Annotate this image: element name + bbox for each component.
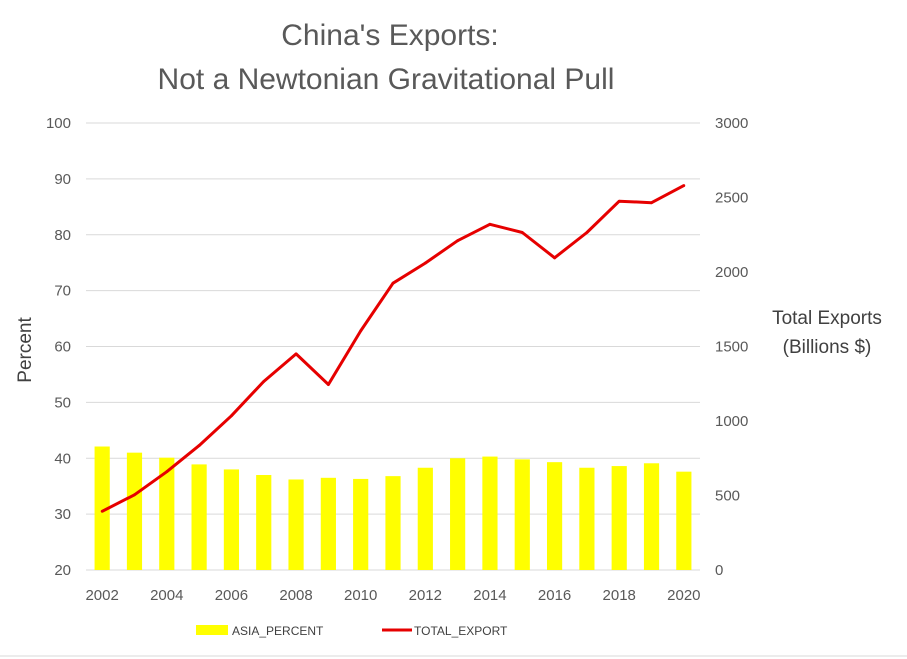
y-tick-label: 50 — [54, 394, 71, 411]
line-point-2015 — [520, 231, 524, 234]
bar-2016 — [546, 462, 563, 570]
x-tick-label: 2018 — [603, 587, 636, 604]
y-tick-label: 70 — [54, 283, 71, 300]
y-axis-right-ticks: 0 500 1000 1500 2000 2500 3000 — [715, 115, 748, 579]
legend: ASIA_PERCENT TOTAL_EXPORT — [196, 624, 508, 638]
legend-swatch-asia-percent — [196, 625, 228, 635]
legend-label-asia-percent: ASIA_PERCENT — [232, 624, 324, 638]
x-tick-label: 2002 — [85, 587, 118, 604]
line-point-2010 — [359, 329, 363, 333]
bar-2012 — [417, 467, 433, 570]
line-point-2004 — [165, 470, 169, 474]
legend-label-total-export: TOTAL_EXPORT — [414, 624, 508, 638]
x-tick-label: 2010 — [344, 587, 377, 604]
gridlines — [86, 122, 700, 571]
line-point-2018 — [617, 199, 621, 203]
y2-tick-label: 1500 — [715, 339, 748, 356]
y2-tick-label: 1000 — [715, 413, 748, 430]
line-point-2019 — [650, 201, 653, 205]
x-tick-label: 2020 — [667, 587, 700, 604]
bar-2018 — [611, 466, 627, 570]
bar-2009 — [320, 477, 336, 570]
y2-tick-label: 500 — [715, 488, 740, 505]
bar-2020 — [676, 471, 692, 570]
y-axis-left-ticks: 20 30 40 50 60 70 80 90 100 — [46, 115, 71, 579]
bar-2011 — [385, 476, 401, 570]
line-point-2008 — [294, 352, 298, 356]
line-point-2013 — [456, 239, 460, 243]
line-point-2009 — [326, 383, 330, 386]
y-tick-label: 80 — [54, 227, 71, 244]
bar-2002 — [94, 446, 110, 570]
bar-2014 — [482, 456, 498, 570]
line-point-2016 — [553, 256, 556, 260]
bar-2017 — [579, 467, 595, 570]
y-tick-label: 20 — [54, 562, 71, 579]
y2-tick-label: 2500 — [715, 190, 748, 207]
line-point-2005 — [197, 444, 201, 447]
line-point-2003 — [133, 493, 136, 497]
bar-2013 — [450, 458, 466, 570]
bar-2008 — [288, 479, 304, 570]
bar-2019 — [643, 463, 660, 570]
x-tick-label: 2008 — [279, 587, 312, 604]
x-tick-label: 2004 — [150, 587, 183, 604]
x-tick-label: 2006 — [215, 587, 248, 604]
y2-tick-label: 3000 — [715, 115, 748, 132]
bars-asia-percent — [94, 446, 692, 570]
x-axis-ticks: 2002 2004 2006 2008 2010 2012 2014 2016 2018 2020 — [85, 587, 700, 604]
y-tick-label: 30 — [54, 506, 71, 523]
line-point-2006 — [230, 414, 233, 418]
bar-2010 — [353, 478, 369, 570]
line-point-2017 — [585, 231, 589, 234]
line-point-2007 — [262, 380, 266, 383]
bar-2005 — [191, 464, 207, 570]
y-tick-label: 60 — [54, 339, 71, 356]
y-axis-right-title-line-1: Total Exports — [772, 308, 882, 329]
y2-tick-label: 0 — [715, 562, 723, 579]
line-point-2002 — [100, 509, 104, 513]
x-tick-label: 2016 — [538, 587, 571, 604]
line-total-export — [100, 184, 686, 513]
bar-2004 — [159, 457, 175, 570]
x-tick-label: 2012 — [409, 587, 442, 604]
y-tick-label: 100 — [46, 115, 71, 132]
line-point-2020 — [682, 184, 686, 187]
y-axis-right-title-line-2: (Billions $) — [783, 337, 872, 358]
line-point-2011 — [391, 281, 395, 285]
y-axis-left-title: Percent — [15, 317, 36, 383]
x-tick-label: 2014 — [473, 587, 506, 604]
bar-2006 — [223, 469, 240, 570]
chart-title-line-2: Not a Newtonian Gravitational Pull — [158, 63, 615, 96]
line-point-2012 — [423, 261, 427, 265]
y2-tick-label: 2000 — [715, 264, 748, 281]
line-point-2014 — [488, 222, 492, 226]
y-tick-label: 90 — [54, 171, 71, 188]
chart-title-line-1: China's Exports: — [281, 19, 499, 52]
bar-2015 — [514, 459, 530, 570]
bar-2003 — [126, 452, 143, 570]
y-tick-label: 40 — [54, 450, 71, 467]
bar-2007 — [256, 475, 272, 570]
